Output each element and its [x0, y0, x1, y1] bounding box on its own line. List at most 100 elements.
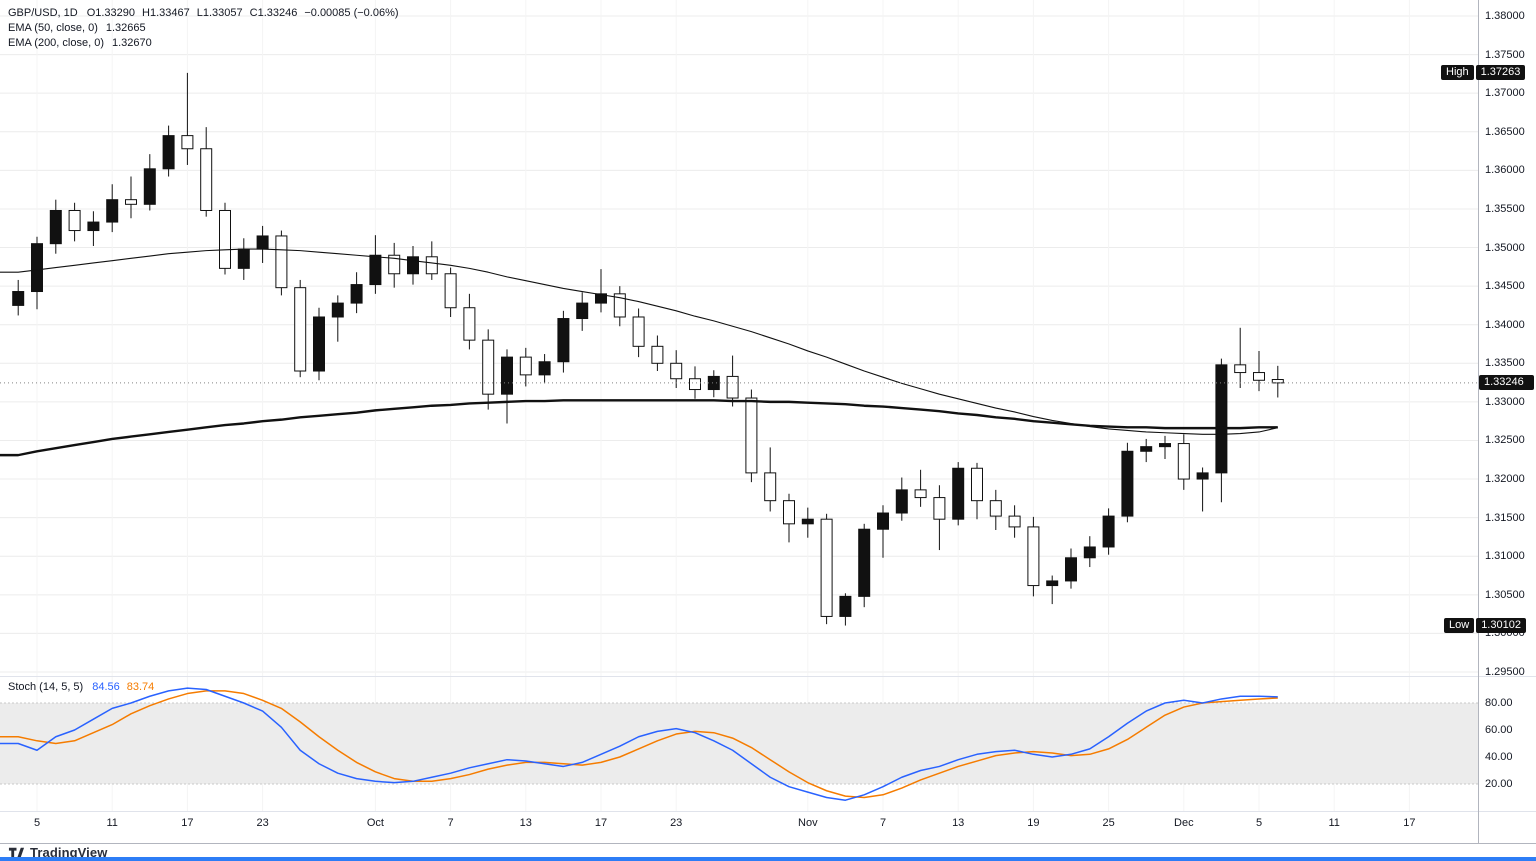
candle-body[interactable]	[331, 302, 344, 318]
candle-body[interactable]	[971, 467, 983, 502]
candle-body[interactable]	[895, 489, 908, 514]
candle-body[interactable]	[745, 397, 758, 474]
stoch-band	[0, 703, 1478, 784]
candle-body[interactable]	[31, 243, 43, 293]
candle-body[interactable]	[613, 293, 626, 318]
candle-body[interactable]	[538, 361, 551, 376]
candle-body[interactable]	[1159, 443, 1171, 448]
candle-body[interactable]	[407, 256, 419, 275]
candle-body[interactable]	[1027, 526, 1040, 587]
candle-body[interactable]	[707, 375, 720, 391]
candle-body[interactable]	[576, 302, 589, 320]
tradingview-logo[interactable]: TradingView	[8, 845, 107, 860]
tradingview-icon	[8, 847, 25, 858]
candle-body[interactable]	[219, 209, 231, 269]
candle-body[interactable]	[914, 489, 927, 499]
candle-body[interactable]	[801, 518, 814, 525]
price-axis[interactable]: 1.38000 1.37500 1.37000 1.36500 1.36000 1.355…	[1478, 0, 1536, 843]
candle-body[interactable]	[670, 362, 683, 380]
candle-body[interactable]	[557, 318, 570, 363]
ema-50-line[interactable]	[0, 248, 1278, 435]
time-axis-label: 7	[447, 817, 454, 829]
candle-body[interactable]	[463, 307, 476, 341]
ohlc-close: C1.33246	[250, 7, 298, 19]
time-axis-label: 11	[106, 817, 118, 829]
candle-body[interactable]	[1215, 364, 1228, 474]
ohlc-high: H1.33467	[142, 7, 190, 19]
candle-body[interactable]	[858, 528, 871, 597]
candle-body[interactable]	[632, 316, 645, 347]
candle-body[interactable]	[1140, 446, 1153, 452]
candle-body[interactable]	[237, 248, 250, 269]
candle-body[interactable]	[839, 595, 852, 617]
candle-body[interactable]	[350, 284, 363, 304]
ema200-legend[interactable]: EMA (200, close, 0) 1.32670	[8, 36, 399, 51]
candle-body[interactable]	[989, 500, 1002, 517]
time-axis-label: 25	[1102, 817, 1115, 829]
candle-body[interactable]	[181, 135, 194, 150]
time-axis[interactable]: 5 11 17 23 Oct 7 13 17 23 Nov 7 13 19 25 Dec 5 11 17	[0, 811, 1478, 843]
stoch-k-line[interactable]	[0, 687, 1278, 801]
candle-body[interactable]	[1065, 557, 1077, 582]
candle-body[interactable]	[726, 375, 739, 399]
candle-body[interactable]	[143, 168, 156, 205]
candle-body[interactable]	[783, 500, 795, 525]
candle-body[interactable]	[313, 316, 325, 372]
price-axis-label: 1.37000	[1485, 87, 1525, 100]
main-legend: GBP/USD, 1D O1.33290 H1.33467 L1.33057 C1.33…	[8, 6, 399, 51]
candle-body[interactable]	[162, 135, 175, 170]
candle-body[interactable]	[425, 256, 438, 275]
ohlc-low: L1.33057	[197, 7, 243, 19]
candle-body[interactable]	[482, 339, 495, 395]
candle-body[interactable]	[1177, 443, 1190, 480]
symbol-title[interactable]: GBP/USD, 1D	[8, 7, 78, 19]
ema-200-line[interactable]	[0, 399, 1278, 457]
price-axis-label: 1.29500	[1485, 666, 1525, 678]
ema50-value: 1.32665	[105, 22, 146, 34]
candle-body[interactable]	[952, 467, 965, 520]
time-axis-label: 23	[256, 817, 269, 829]
candle-body[interactable]	[501, 356, 513, 395]
candle-body[interactable]	[275, 235, 288, 289]
candle-body[interactable]	[1271, 379, 1284, 384]
stoch-label: Stoch (14, 5, 5)	[8, 681, 84, 693]
candle-body[interactable]	[877, 512, 889, 530]
price-axis-label: 1.37500	[1485, 48, 1525, 61]
time-axis-label: Oct	[366, 817, 384, 829]
candle-body[interactable]	[820, 518, 833, 617]
candle-body[interactable]	[1121, 450, 1134, 517]
candle-body[interactable]	[369, 254, 382, 286]
candle-body[interactable]	[1008, 515, 1021, 528]
low-value: 1.33057	[202, 7, 243, 19]
candle-body[interactable]	[933, 497, 946, 520]
candle-body[interactable]	[49, 209, 62, 245]
candle-body[interactable]	[294, 287, 307, 372]
candle-body[interactable]	[87, 221, 100, 232]
stoch-legend[interactable]: Stoch (14, 5, 5) 84.56 83.74	[8, 681, 154, 693]
candle-body[interactable]	[125, 199, 137, 205]
candle-body[interactable]	[595, 293, 607, 304]
candle-body[interactable]	[764, 472, 777, 502]
candle-body[interactable]	[12, 291, 25, 306]
candle-body[interactable]	[106, 199, 119, 223]
time-axis-label: 5	[1255, 817, 1263, 829]
candle-body[interactable]	[1234, 364, 1247, 374]
ema50-legend[interactable]: EMA (50, close, 0) 1.32665	[8, 21, 399, 36]
candle-body[interactable]	[1046, 580, 1059, 587]
candle-body[interactable]	[1253, 372, 1265, 381]
candle-body[interactable]	[1196, 472, 1209, 480]
price-axis-label: 1.36500	[1485, 125, 1525, 138]
symbol-row: GBP/USD, 1D O1.33290 H1.33467 L1.33057 C1.33…	[8, 6, 399, 21]
candle-body[interactable]	[200, 148, 213, 211]
candle-body[interactable]	[519, 356, 532, 376]
candle-body[interactable]	[444, 273, 457, 309]
candle-body[interactable]	[651, 345, 664, 364]
candle-body[interactable]	[1083, 546, 1096, 559]
candle-body[interactable]	[689, 378, 701, 391]
candle-body[interactable]	[388, 254, 401, 275]
candle-body[interactable]	[1102, 515, 1115, 548]
candle-body[interactable]	[256, 235, 269, 250]
candle-body[interactable]	[68, 209, 81, 232]
